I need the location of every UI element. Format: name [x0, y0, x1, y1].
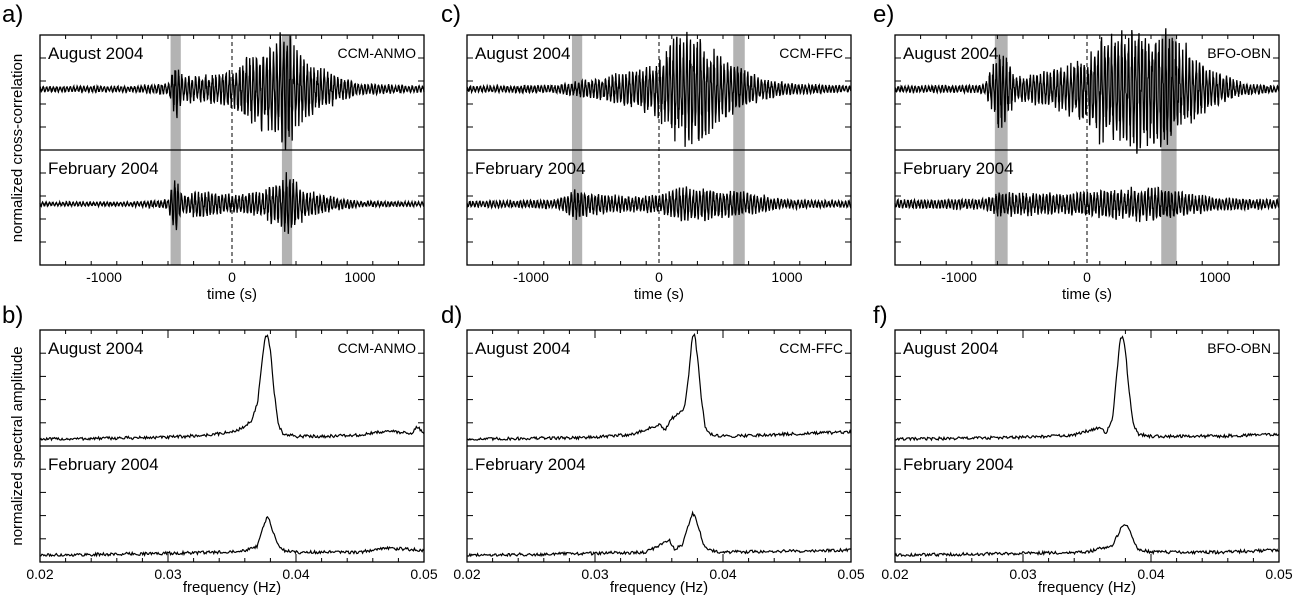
- x-tick-label: 0.05: [837, 566, 864, 582]
- series-label-august-2004: August 2004: [903, 44, 998, 63]
- plot-frame: [39, 34, 425, 266]
- station-pair-label: CCM-ANMO: [337, 340, 416, 356]
- trace-february-2004: [467, 510, 852, 558]
- x-tick-label: 0.03: [1009, 566, 1036, 582]
- x-axis-title: time (s): [634, 286, 684, 303]
- series-label-february-2004: February 2004: [903, 455, 1014, 474]
- x-axis-title: time (s): [207, 286, 257, 303]
- x-axis-title: frequency (Hz): [183, 579, 281, 596]
- x-axis-title: frequency (Hz): [1038, 579, 1136, 596]
- x-tick-label: 0.05: [410, 566, 437, 582]
- series-label-february-2004: February 2004: [48, 455, 159, 474]
- panel-e-bfo-obn: e) August 2004 February 2004 BFO-OBN -1000 0 1…: [873, 1, 1280, 303]
- x-tick-label: 1000: [344, 269, 375, 285]
- panel-letter: b): [2, 302, 23, 329]
- panel-d-ccm-ffc: d) August 2004 February 2004 CCM-FFC 0.02 0.0…: [441, 302, 865, 596]
- series-label-august-2004: August 2004: [475, 44, 570, 63]
- panel-c-ccm-ffc: c) August 2004 February 2004 CCM-FFC -1000 0 1…: [441, 1, 852, 303]
- trace-august-2004: [39, 334, 425, 442]
- x-tick-label: 1000: [1199, 269, 1230, 285]
- x-tick-label: -1000: [513, 269, 549, 285]
- x-tick-label: 0.04: [709, 566, 736, 582]
- ylabel-spectral-amplitude: normalized spectral amplitude: [9, 346, 26, 545]
- plot-frame: [466, 34, 852, 266]
- trace-february-2004: [39, 172, 425, 234]
- x-tick-label: 0.02: [881, 566, 908, 582]
- panel-b-ccm-anmo: b) August 2004 February 2004 CCM-ANMO 0.02 0.…: [2, 302, 438, 596]
- x-axis-title: time (s): [1062, 286, 1112, 303]
- station-pair-label: BFO-OBN: [1207, 340, 1271, 356]
- series-label-february-2004: February 2004: [903, 159, 1014, 178]
- series-label-february-2004: February 2004: [48, 159, 159, 178]
- x-tick-label: 0.02: [453, 566, 480, 582]
- trace-august-2004: [466, 31, 852, 147]
- trace-august-2004: [466, 333, 852, 442]
- x-tick-label: 0.03: [581, 566, 608, 582]
- station-pair-label: BFO-OBN: [1207, 45, 1271, 61]
- ylabel-cross-correlation: normalized cross-correlation: [9, 54, 26, 242]
- series-label-august-2004: August 2004: [903, 339, 998, 358]
- x-tick-label: 1000: [771, 269, 802, 285]
- trace-february-2004: [894, 524, 1280, 558]
- x-tick-label: 0.03: [154, 566, 181, 582]
- x-tick-label: 0.02: [26, 566, 53, 582]
- panel-letter: c): [441, 1, 461, 28]
- panel-f-bfo-obn: f) August 2004 February 2004 BFO-OBN 0.02 0.0…: [873, 302, 1293, 596]
- x-tick-label: 0: [655, 269, 663, 285]
- plot-frame: [894, 329, 1280, 563]
- plot-frame: [39, 329, 425, 563]
- x-axis-title: frequency (Hz): [610, 579, 708, 596]
- x-tick-label: 0.05: [1265, 566, 1292, 582]
- trace-february-2004: [39, 516, 425, 558]
- panel-a-ccm-anmo: a) August 2004 February 2004 CCM-ANMO -1000 0…: [2, 1, 425, 303]
- panel-letter: f): [873, 302, 888, 329]
- series-label-february-2004: February 2004: [475, 455, 586, 474]
- station-pair-label: CCM-FFC: [779, 340, 843, 356]
- trace-august-2004: [894, 28, 1280, 154]
- series-label-august-2004: August 2004: [475, 339, 570, 358]
- trace-august-2004: [39, 32, 425, 151]
- station-pair-label: CCM-FFC: [779, 45, 843, 61]
- x-tick-label: 0.04: [282, 566, 309, 582]
- panel-letter: e): [873, 1, 894, 28]
- series-label-august-2004: August 2004: [48, 339, 143, 358]
- trace-february-2004: [894, 186, 1280, 223]
- x-tick-label: 0: [1083, 269, 1091, 285]
- plot-frame: [466, 329, 852, 563]
- plot-frame: [894, 34, 1280, 266]
- panel-letter: a): [2, 1, 23, 28]
- x-tick-label: -1000: [86, 269, 122, 285]
- station-pair-label: CCM-ANMO: [337, 45, 416, 61]
- x-tick-label: 0: [228, 269, 236, 285]
- trace-august-2004: [894, 335, 1280, 442]
- series-label-february-2004: February 2004: [475, 159, 586, 178]
- panel-letter: d): [441, 302, 462, 329]
- x-tick-label: -1000: [941, 269, 977, 285]
- x-tick-label: 0.04: [1137, 566, 1164, 582]
- series-label-august-2004: August 2004: [48, 44, 143, 63]
- trace-february-2004: [466, 186, 852, 222]
